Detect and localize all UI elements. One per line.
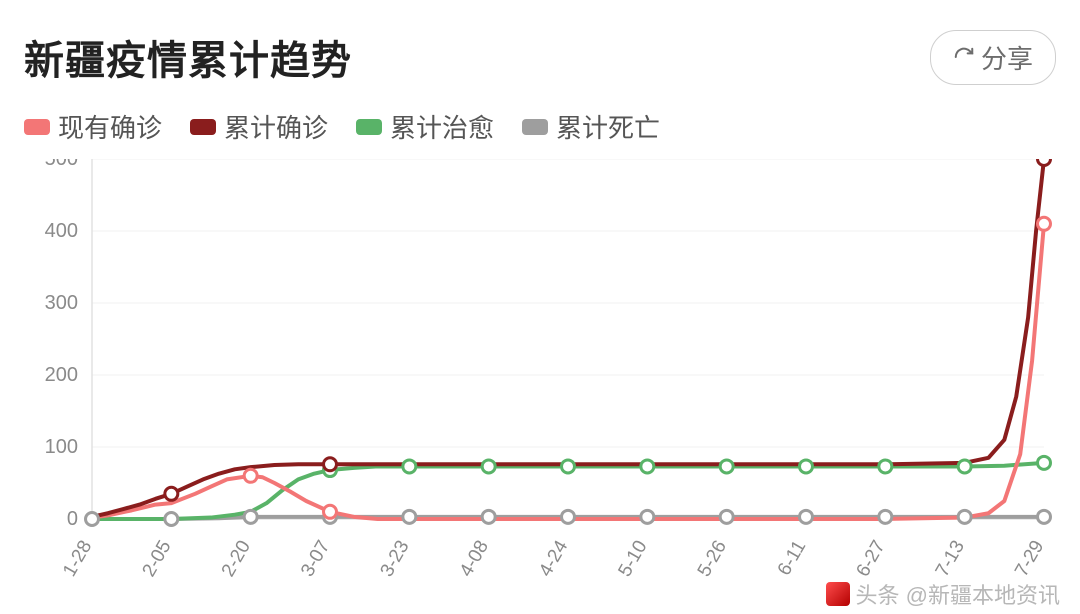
svg-text:3-07: 3-07 [297, 537, 334, 580]
svg-text:200: 200 [45, 364, 78, 386]
legend-label: 累计治愈 [390, 108, 494, 145]
legend-swatch [24, 119, 50, 135]
svg-text:5-10: 5-10 [614, 537, 651, 580]
watermark-text: 头条 @新疆本地资讯 [856, 578, 1060, 610]
toutiao-logo-icon [826, 582, 850, 606]
svg-text:7-13: 7-13 [932, 537, 969, 580]
svg-text:5-26: 5-26 [694, 537, 731, 580]
svg-text:4-24: 4-24 [535, 537, 572, 581]
legend-label: 现有确诊 [58, 108, 162, 145]
svg-text:500: 500 [45, 159, 78, 170]
legend-label: 累计确诊 [224, 108, 328, 145]
svg-text:100: 100 [45, 436, 78, 458]
svg-text:300: 300 [45, 292, 78, 314]
trend-chart: 0 100 200 300 400 500 1-28 2-05 2-20 3-07 3-23 4-08… [24, 159, 1056, 599]
svg-text:7-29: 7-29 [1011, 537, 1048, 580]
chart-legend: 现有确诊 累计确诊 累计治愈 累计死亡 [24, 108, 1056, 145]
svg-text:4-08: 4-08 [456, 537, 493, 580]
refresh-icon [953, 46, 975, 68]
legend-label: 累计死亡 [556, 108, 660, 145]
svg-text:6-27: 6-27 [852, 537, 889, 580]
legend-swatch [522, 119, 548, 135]
page-title: 新疆疫情累计趋势 [24, 28, 352, 86]
legend-item-total_confirmed[interactable]: 累计确诊 [190, 108, 328, 145]
svg-text:1-28: 1-28 [59, 537, 96, 580]
legend-item-current_confirmed[interactable]: 现有确诊 [24, 108, 162, 145]
svg-text:0: 0 [67, 508, 78, 530]
share-button[interactable]: 分享 [930, 30, 1056, 85]
share-label: 分享 [981, 39, 1033, 76]
legend-swatch [190, 119, 216, 135]
legend-swatch [356, 119, 382, 135]
svg-text:3-23: 3-23 [376, 537, 413, 580]
svg-text:400: 400 [45, 220, 78, 242]
legend-item-total_recovered[interactable]: 累计治愈 [356, 108, 494, 145]
svg-text:2-20: 2-20 [218, 537, 255, 580]
legend-item-total_deaths[interactable]: 累计死亡 [522, 108, 660, 145]
chart-svg: 0 100 200 300 400 500 1-28 2-05 2-20 3-07 3-23 4-08… [24, 159, 1056, 599]
svg-text:2-05: 2-05 [138, 537, 175, 580]
svg-text:6-11: 6-11 [774, 537, 810, 579]
watermark: 头条 @新疆本地资讯 [826, 578, 1060, 610]
